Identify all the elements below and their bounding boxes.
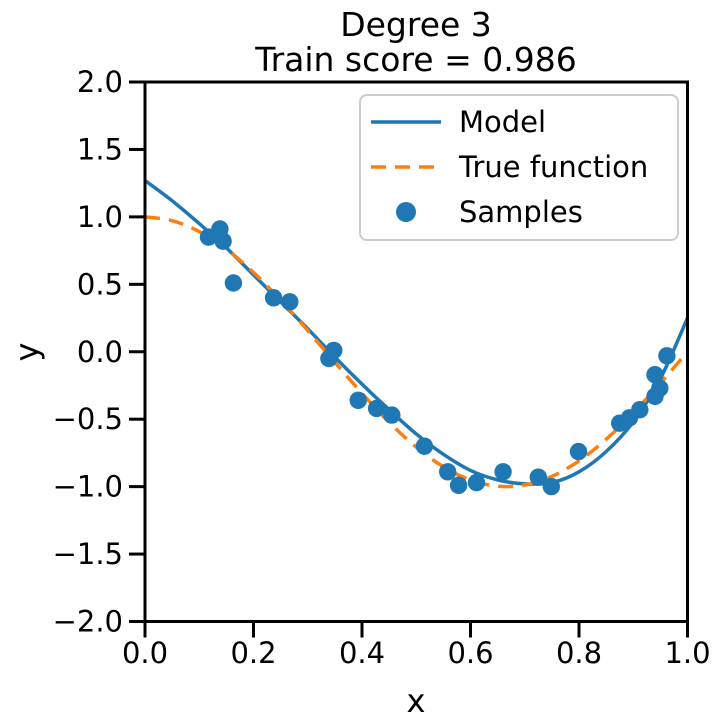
sample-point: [325, 341, 343, 360]
sample-point: [658, 347, 676, 365]
x-tick-label: 0.0: [122, 636, 168, 670]
sample-point: [214, 232, 232, 250]
y-tick-label: 1.0: [77, 200, 123, 234]
y-axis-label: y: [8, 343, 46, 362]
x-axis-label: x: [407, 682, 426, 720]
sample-point: [569, 442, 588, 461]
y-tick-label: 0.0: [77, 335, 123, 369]
legend-label-true-function: True function: [458, 150, 648, 184]
sample-point: [631, 401, 649, 419]
y-tick-label: −2.0: [53, 605, 123, 639]
sample-point: [383, 406, 401, 424]
y-tick-label: −0.5: [53, 402, 123, 436]
chart-title-line2: Train score = 0.986: [254, 40, 576, 79]
sample-point: [449, 476, 468, 494]
x-tick-label: 0.2: [230, 636, 276, 670]
x-tick-label: 0.4: [339, 636, 385, 670]
sample-point: [264, 289, 283, 307]
y-tick-label: −1.5: [53, 537, 123, 571]
legend-label-samples: Samples: [459, 195, 583, 229]
sample-point: [494, 463, 512, 481]
y-tick-label: 1.5: [77, 132, 123, 166]
sample-point: [646, 366, 664, 384]
x-tick-label: 0.6: [447, 636, 493, 670]
y-tick-label: −1.0: [53, 470, 123, 504]
y-tick-label: 0.5: [77, 267, 123, 301]
scatter-points: [199, 220, 676, 496]
sample-point: [349, 391, 367, 409]
sample-point: [439, 463, 457, 481]
sample-point: [529, 468, 547, 486]
sample-point: [542, 477, 560, 496]
y-tick-label: 2.0: [77, 65, 123, 99]
legend-label-model: Model: [459, 105, 546, 139]
sample-point: [224, 274, 243, 292]
chart-title-line1: Degree 3: [340, 5, 492, 44]
sample-point: [415, 437, 434, 455]
sample-point: [281, 293, 299, 311]
sample-point: [367, 399, 386, 418]
axes: 0.0 0.2 0.4 0.6 0.8 1.0 2.0 1.5 1.0 0.5 0.0 −0.5 −1.…: [53, 65, 711, 670]
legend: Model True function Samples: [359, 94, 679, 241]
x-tick-label: 0.8: [556, 636, 602, 670]
sample-point: [651, 379, 669, 397]
sample-point: [467, 473, 486, 492]
legend-box: [359, 94, 679, 241]
legend-samples-dot-swatch: [396, 202, 416, 222]
x-tick-label: 1.0: [664, 636, 710, 670]
